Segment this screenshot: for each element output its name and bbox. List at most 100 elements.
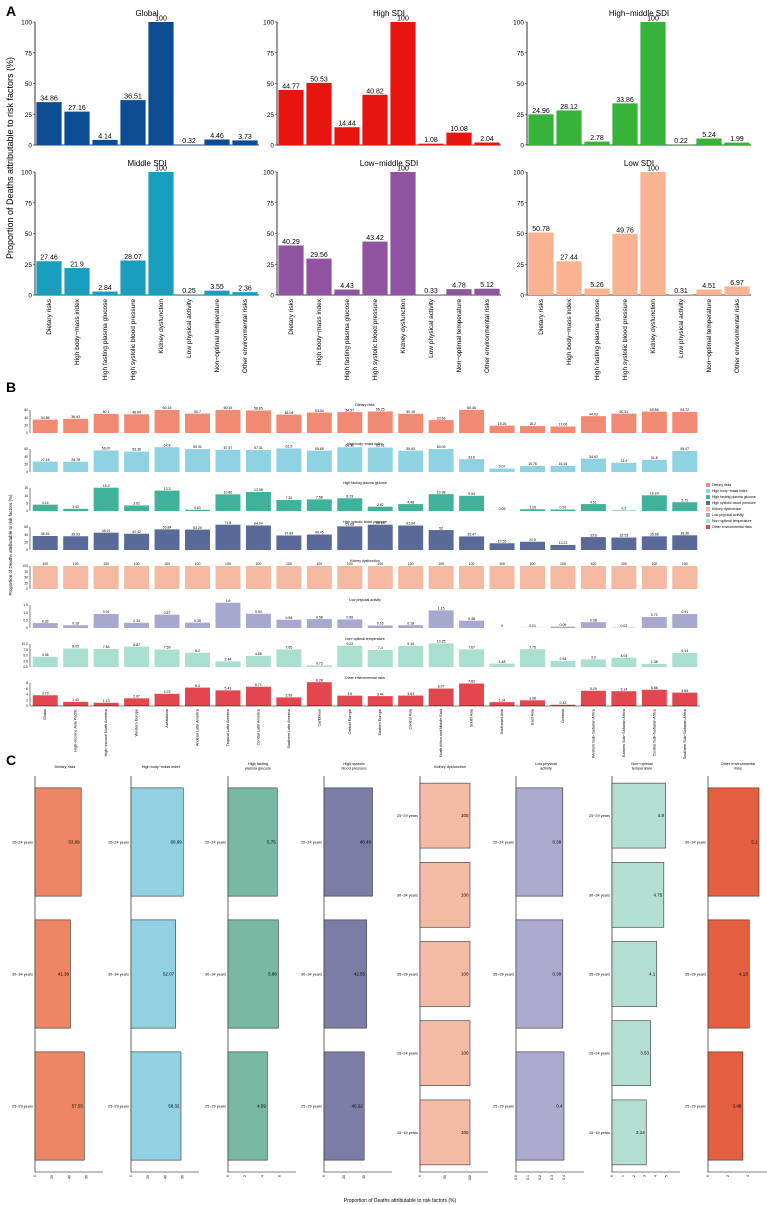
y-tick-label: 25: [25, 262, 33, 269]
y-tick-label: 20−24 years: [12, 841, 33, 845]
bar-south-asia: [459, 409, 485, 433]
data-label: 100: [461, 892, 469, 897]
bar-south-asia: [459, 536, 485, 550]
bar-high-systolic-blood-pressure: [362, 94, 388, 145]
x-tick-label: Low physical activity: [678, 298, 685, 358]
bar-southeast-asia: [489, 702, 515, 706]
data-label: 23.9: [620, 459, 627, 463]
data-label: 53.29: [193, 526, 202, 530]
data-label: 3.73: [42, 691, 49, 695]
data-label: 100: [286, 562, 292, 566]
bar-southeast-asia: [489, 543, 515, 550]
data-label: 1.43: [72, 698, 79, 702]
bar-caribbean: [306, 534, 332, 550]
data-label: 13.3: [164, 487, 171, 491]
data-label: 100: [461, 1051, 469, 1056]
data-label: 33.69: [437, 416, 446, 420]
data-label: 33.86: [616, 97, 634, 104]
bar-western-europe: [124, 698, 150, 706]
bar-eastern-europe: [367, 566, 393, 589]
bar-central-latin-america: [245, 613, 271, 628]
data-label: 2.99: [285, 694, 292, 698]
data-label: 7.84: [103, 645, 110, 649]
data-label: 52.07: [163, 972, 175, 977]
data-label: 5.12: [480, 282, 494, 289]
bar-high-systolic-blood-pressure: [120, 260, 146, 295]
x-tick-label: 4: [746, 1175, 750, 1177]
y-tick-label: 60: [24, 447, 28, 451]
bar-non-optimal-temperature: [696, 138, 722, 145]
data-label: 34.86: [41, 416, 50, 420]
x-tick-label: Southern Latin America: [287, 708, 291, 748]
data-label: 4.43: [340, 283, 354, 290]
y-tick-label: 20−24 years: [589, 1052, 610, 1056]
bar-global: [32, 623, 58, 628]
data-label: 0.05: [499, 507, 506, 511]
data-label: 27.46: [40, 255, 58, 262]
x-tick-label: 0: [706, 1175, 710, 1177]
data-label: 53.89: [68, 840, 80, 845]
data-label: 37.89: [284, 532, 293, 536]
y-tick-label: 30−34 years: [397, 893, 418, 897]
bar-20-24-years: [611, 1020, 651, 1086]
legend-item: Non−optimal temperature: [712, 519, 752, 523]
data-label: 1.98: [529, 697, 536, 701]
y-tick-label: 25: [517, 112, 525, 119]
y-tick-label: 10.0: [22, 642, 29, 646]
data-label: 4.9: [658, 813, 665, 818]
x-tick-label: 0.3: [550, 1175, 554, 1180]
bar-western-sub-saharan-africa: [580, 416, 606, 433]
y-tick-label: 25−29 years: [685, 1105, 706, 1109]
bar-high-body-mass-index: [64, 111, 90, 145]
x-tick-label: Eastern Sub−Saharan Africa: [622, 708, 626, 757]
bar-tropical-latin-america: [215, 409, 241, 433]
bar-southeast-asia: [489, 566, 515, 589]
bar-central-asia: [398, 645, 424, 667]
bar-central-sub-saharan-africa: [641, 566, 667, 589]
bar-south-asia: [459, 649, 485, 667]
x-tick-label: High systolic blood pressure: [372, 299, 379, 381]
data-label: 54.57: [345, 408, 354, 412]
data-label: 31.8: [651, 456, 658, 460]
data-label: 12.38: [254, 488, 263, 492]
x-tick-label: Central Latin America: [256, 708, 260, 745]
data-label: 24.96: [532, 108, 550, 115]
bar-high-body-mass-index: [556, 110, 582, 145]
bar-eastern-sub-saharan-africa: [611, 537, 637, 550]
legend-item: High fasting plasma glucose: [712, 495, 756, 499]
bar-30-34-years: [611, 862, 665, 928]
bar-southern-sub-saharan-africa: [672, 502, 698, 511]
legend-item: High body−mass index: [712, 489, 748, 493]
data-label: 50.1: [103, 410, 110, 414]
x-tick-label: 40: [163, 1175, 167, 1179]
data-label: 100: [651, 562, 657, 566]
data-label: 61.5: [285, 445, 292, 449]
x-tick-label: Other environmental risks: [734, 298, 741, 373]
bar-dietary-risks: [278, 245, 304, 295]
data-label: 5.14: [620, 687, 627, 691]
facet-title: Low−middle SDI: [360, 159, 418, 168]
x-tick-label: Eastern Europe: [378, 709, 382, 735]
data-label: 0.97: [560, 506, 567, 510]
y-tick-label: 0: [26, 509, 28, 513]
x-tick-label: 50: [443, 1175, 447, 1179]
bar-western-europe: [124, 622, 150, 628]
data-label: 40.29: [282, 239, 300, 246]
y-tick-label: 25: [25, 112, 33, 119]
bar-20-24-years: [419, 1020, 471, 1086]
bar-southern-latin-america: [276, 619, 302, 628]
data-label: 0.3: [621, 507, 626, 511]
x-tick-label: 1: [621, 1175, 625, 1177]
bar-eastern-europe: [367, 625, 393, 628]
bar-global: [32, 695, 58, 706]
data-label: 28.12: [560, 104, 578, 111]
data-label: 34.86: [40, 96, 58, 103]
bar-central-europe: [337, 695, 363, 706]
y-tick-label: 20: [24, 463, 28, 467]
data-label: 58.85: [254, 407, 263, 411]
data-label: 0.93: [255, 610, 262, 614]
bar-high-fasting-plasma-glucose: [584, 288, 610, 295]
data-label: 48.84: [132, 410, 141, 414]
bar-central-latin-america: [245, 492, 271, 511]
data-label: 0.4: [556, 1104, 563, 1109]
